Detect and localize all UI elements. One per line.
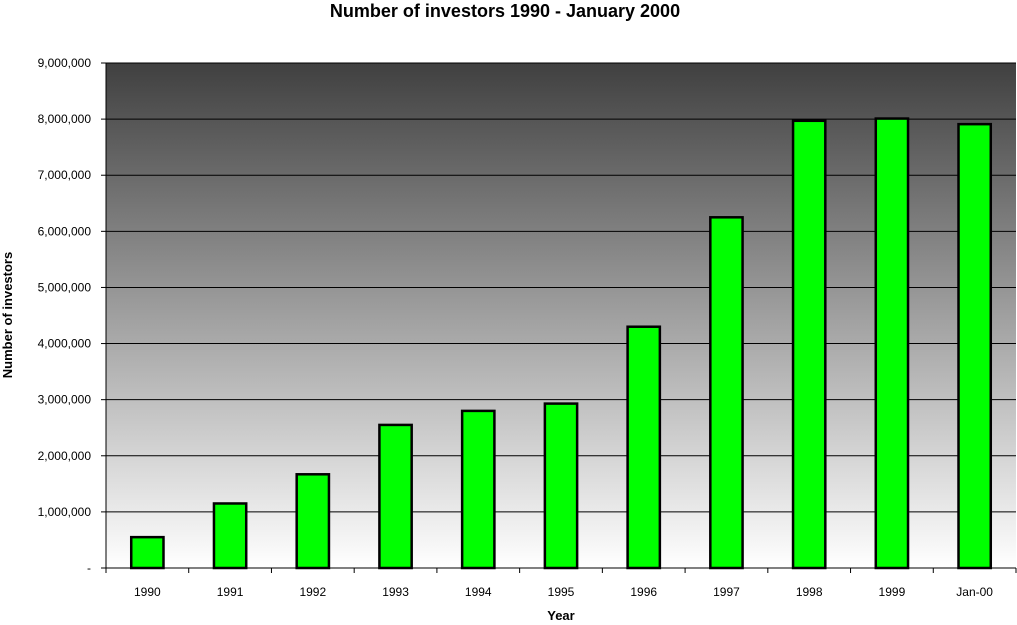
x-tick-label: Jan-00 [956, 585, 993, 599]
y-tick-label: 4,000,000 [38, 337, 92, 351]
bar-1994 [460, 409, 496, 570]
bar-1990 [129, 535, 165, 570]
y-tick-label: 6,000,000 [38, 224, 92, 238]
x-tick-label: 1998 [796, 585, 823, 599]
y-tick-label: - [87, 561, 91, 575]
y-tick-label: 7,000,000 [38, 168, 92, 182]
y-axis-ticks: - 1,000,000 2,000,000 3,000,000 4,000,000 5,0… [38, 56, 106, 575]
bar-1999 [874, 117, 910, 570]
y-tick-label: 3,000,000 [38, 393, 92, 407]
bar-1992 [295, 473, 331, 570]
x-tick-label: 1991 [217, 585, 244, 599]
x-tick-label: 1996 [630, 585, 657, 599]
x-axis-title: Year [547, 608, 574, 623]
y-tick-label: 8,000,000 [38, 112, 92, 126]
x-tick-label: 1990 [134, 585, 161, 599]
bar-1995 [543, 402, 579, 570]
y-tick-label: 9,000,000 [38, 56, 92, 70]
bars [129, 117, 993, 570]
bar-1998 [791, 119, 827, 570]
x-tick-label: 1992 [299, 585, 326, 599]
bar-1993 [378, 423, 413, 570]
x-tick-label: 1999 [879, 585, 906, 599]
bar-jan-00 [957, 122, 993, 570]
chart-title: Number of investors 1990 - January 2000 [330, 1, 680, 21]
y-tick-label: 1,000,000 [38, 505, 92, 519]
x-tick-label: 1997 [713, 585, 740, 599]
bar-1996 [626, 325, 662, 570]
y-tick-label: 5,000,000 [38, 280, 92, 294]
bar-1991 [212, 502, 248, 570]
x-axis-ticks: 1990 1991 1992 1993 1994 1995 1996 1997 1998 1999… [105, 568, 1017, 599]
x-tick-label: 1994 [465, 585, 492, 599]
y-tick-label: 2,000,000 [38, 449, 92, 463]
y-axis-title: Number of investors [0, 252, 15, 378]
bar-1997 [709, 216, 744, 570]
x-tick-label: 1993 [382, 585, 409, 599]
x-tick-label: 1995 [548, 585, 575, 599]
